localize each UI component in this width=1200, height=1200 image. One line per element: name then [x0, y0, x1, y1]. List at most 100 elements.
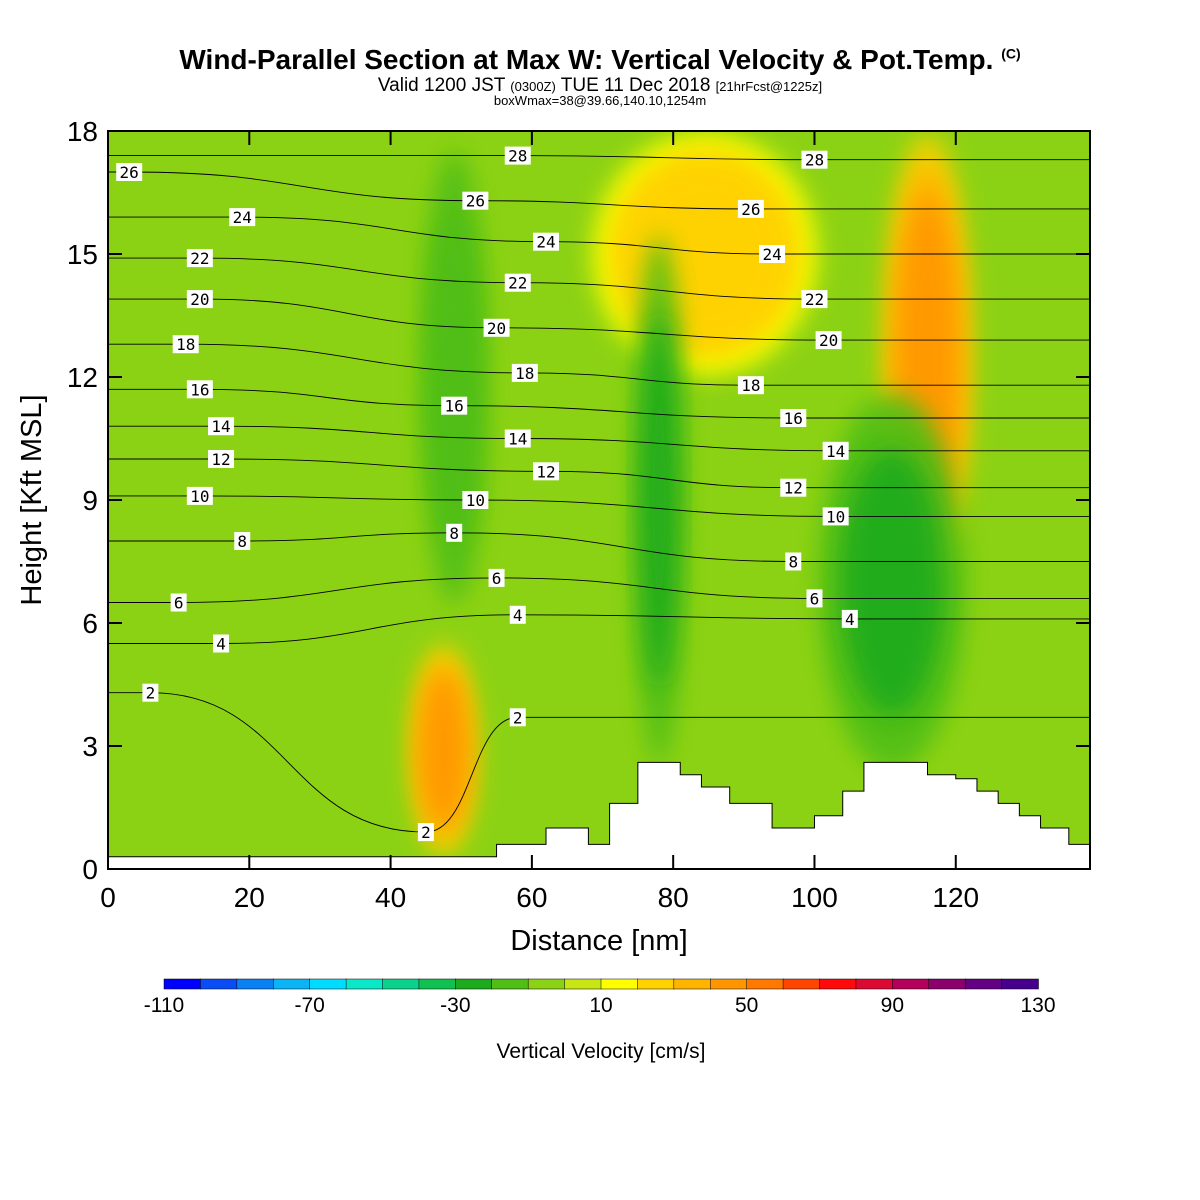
- theta-label-text: 18: [515, 364, 534, 383]
- chart-title-text: Wind-Parallel Section at Max W: Vertical…: [179, 44, 994, 75]
- theta-label-7: 12: [208, 450, 235, 469]
- theta-label-text: 10: [190, 487, 209, 506]
- theta-label-39: 6: [806, 589, 823, 608]
- theta-label-box: [186, 486, 213, 505]
- theta-label-box: [483, 318, 510, 337]
- theta-label-box: [234, 532, 251, 550]
- theta-label-4: 18: [172, 335, 199, 354]
- theta-label-box: [170, 593, 187, 612]
- forecast-info: [21hrFcst@1225z]: [715, 79, 823, 94]
- theta-label-box: [186, 380, 213, 399]
- theta-label-13: 28: [504, 146, 531, 166]
- y-axis-label: Height [Kft MSL]: [16, 394, 48, 605]
- theta-label-box: [822, 507, 849, 526]
- theta-label-6: 14: [208, 417, 235, 436]
- theta-label-text: 2: [513, 708, 523, 727]
- colorbar-swatch: [928, 978, 966, 990]
- colorbar-swatch: [710, 978, 748, 990]
- theta-label-box: [822, 441, 849, 460]
- theta-label-20: 14: [504, 429, 531, 449]
- y-tick-label: 12: [67, 362, 98, 393]
- theta-label-box: [441, 396, 468, 415]
- theta-label-17: 20: [483, 318, 510, 338]
- x-axis: 0 20 40 60 80 100 120: [100, 131, 979, 913]
- theta-label-box: [533, 462, 560, 481]
- y-tick-label: 18: [67, 116, 98, 147]
- colorbar-swatch: [600, 978, 639, 990]
- theta-label-text: 10: [466, 491, 485, 510]
- theta-label-box: [488, 568, 505, 587]
- theta-label-10: 6: [170, 593, 187, 613]
- x-tick-label: 40: [375, 882, 406, 913]
- theta-label-text: 24: [762, 245, 781, 264]
- x-axis-label: Distance [nm]: [510, 925, 687, 957]
- theta-label-32: 20: [815, 331, 842, 350]
- y-tick-label: 15: [67, 239, 98, 270]
- theta-label-27: 2: [417, 823, 434, 842]
- colorbar-tick-label: -70: [294, 994, 324, 1017]
- theta-label-box: [208, 417, 235, 436]
- theta-label-text: 6: [174, 594, 184, 613]
- theta-label-24: 6: [488, 568, 505, 588]
- theta-label-text: 24: [233, 208, 252, 227]
- theta-label-text: 26: [120, 163, 139, 182]
- theta-label-1: 24: [229, 208, 256, 227]
- theta-label-text: 4: [845, 610, 855, 629]
- theta-label-text: 10: [826, 507, 845, 526]
- colorbar-swatch: [819, 978, 857, 990]
- velocity-updraft-0: [420, 673, 467, 827]
- colorbar-swatch: [455, 978, 493, 990]
- theta-label-text: 4: [513, 606, 523, 625]
- theta-label-text: 14: [826, 442, 845, 461]
- theta-label-box: [780, 409, 807, 427]
- theta-label-37: 10: [822, 507, 849, 526]
- theta-label-box: [759, 245, 786, 263]
- colorbar-tick-label: -110: [144, 994, 184, 1017]
- theta-label-box: [142, 683, 159, 702]
- theta-label-text: 8: [237, 532, 247, 551]
- theta-label-box: [462, 191, 489, 210]
- theta-label-text: 16: [445, 397, 464, 416]
- theta-label-text: 12: [536, 462, 555, 481]
- theta-label-26: 2: [509, 708, 526, 727]
- theta-contour-8: [108, 532, 1090, 562]
- theta-label-text: 8: [449, 524, 459, 543]
- theta-label-18: 18: [511, 363, 538, 383]
- theta-label-text: 2: [421, 823, 431, 842]
- theta-label-box: [417, 823, 434, 842]
- theta-contour-28: [108, 155, 1090, 161]
- theta-label-15: 24: [533, 232, 560, 252]
- x-tick-label: 60: [516, 882, 547, 913]
- theta-label-text: 4: [216, 635, 226, 654]
- y-tick-label: 0: [82, 854, 98, 885]
- colorbar-swatch: [345, 978, 384, 990]
- theta-label-text: 22: [508, 274, 527, 293]
- theta-label-text: 6: [492, 569, 502, 588]
- theta-label-box: [785, 552, 802, 571]
- theta-label-21: 12: [533, 462, 560, 481]
- theta-label-text: 20: [819, 331, 838, 350]
- colorbar-tick-label: 50: [735, 994, 758, 1017]
- box-wmax-label: boxWmax=38@39.66,140.10,1254m: [493, 93, 707, 108]
- theta-label-box: [509, 605, 526, 624]
- theta-label-8: 10: [186, 486, 213, 506]
- theta-label-text: 18: [176, 335, 195, 354]
- theta-label-box: [806, 589, 823, 608]
- theta-label-text: 12: [784, 479, 803, 498]
- theta-label-box: [801, 150, 828, 169]
- theta-label-box: [208, 450, 235, 468]
- theta-label-box: [509, 708, 526, 727]
- colorbar-swatch: [418, 978, 457, 990]
- theta-label-40: 4: [841, 609, 858, 629]
- colorbar-swatch: [527, 978, 566, 990]
- colorbar-swatch: [637, 978, 675, 990]
- theta-label-30: 24: [759, 245, 786, 264]
- y-axis: 0 3 6 9 12 15 18: [67, 116, 1090, 885]
- colorbar-swatch: [163, 978, 202, 990]
- velocity-downdraft-3: [640, 313, 678, 687]
- theta-contour-2: [108, 692, 1090, 833]
- theta-label-5: 16: [186, 380, 213, 399]
- theta-label-box: [186, 290, 213, 309]
- valid-utc: (0300Z): [510, 79, 556, 94]
